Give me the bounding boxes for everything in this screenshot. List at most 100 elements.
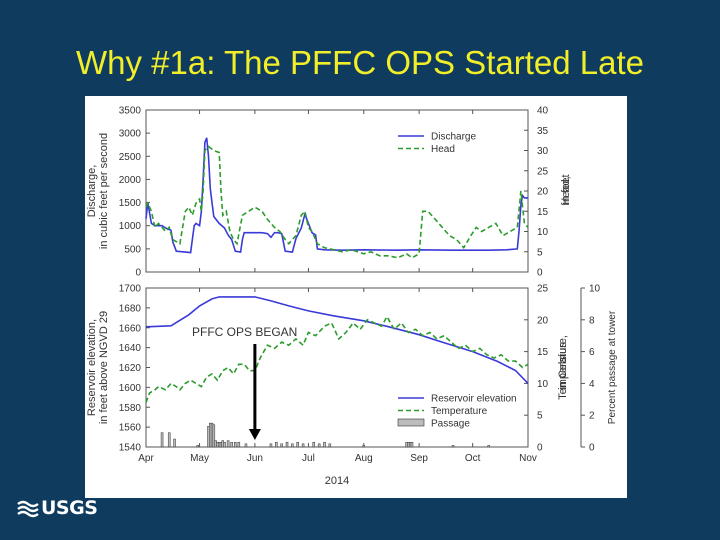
y-tick-label-left: 2500 [119, 152, 142, 163]
legend-label: Temperature [431, 406, 488, 417]
y-tick-label-right: 25 [537, 284, 549, 295]
passage-bar [285, 441, 289, 448]
passage-bar [323, 441, 326, 448]
y-tick-label-right: 20 [537, 315, 549, 326]
series-line-discharge [145, 137, 528, 254]
passage-bar [451, 445, 455, 448]
series-line-reservoir-elevation [145, 296, 529, 384]
passage-bar [269, 443, 273, 448]
y-tick-label-left: 1620 [119, 363, 142, 374]
chart-panel: 0 500 1000 1500 2000 2500 3000 3500 0 5 10 15 20 25 30… [85, 96, 627, 498]
y-tick-label-left: 3000 [119, 129, 142, 140]
slide-title: Why #1a: The PFFC OPS Started Late [76, 44, 644, 81]
y-tick-label-right2: 4 [589, 379, 595, 390]
usgs-logo: USGS [17, 497, 98, 519]
passage-bar [317, 443, 321, 448]
chart-svg: 0500100015002000250030003500051015202530… [86, 106, 618, 488]
y-tick-label-right: 5 [537, 411, 543, 422]
logo-text: USGS [41, 497, 98, 519]
y-axis-label-right: Temperature, in Celsius [557, 335, 569, 400]
y-tick-label-right: 5 [537, 247, 543, 258]
passage-bar [280, 443, 283, 448]
y-tick-label-right: 30 [537, 146, 549, 157]
y-tick-label-right2: 10 [589, 284, 601, 295]
passage-bar [167, 432, 171, 448]
series-line-temperature [145, 314, 529, 403]
x-tick-label: May [190, 453, 209, 464]
y-tick-label-left: 2000 [119, 175, 142, 186]
passage-bar [312, 441, 316, 448]
y-tick-label-left: 500 [124, 244, 141, 255]
passage-bar [275, 441, 278, 448]
passage-bar [291, 443, 294, 448]
y-tick-label-left: 1580 [119, 403, 142, 414]
legend-swatch [397, 418, 425, 427]
y-tick-label-right: 0 [537, 268, 543, 279]
y-axis-label-line: Head, [560, 176, 572, 205]
passage-bar [173, 438, 176, 448]
y-axis-label-line: in feet [560, 174, 572, 207]
plot-frame-1 [145, 287, 529, 448]
passage-bar [223, 441, 226, 448]
y-axis-label-left: Discharge,in cubic feet per second [86, 133, 110, 249]
usgs-wave-icon [17, 500, 39, 517]
passage-bar [410, 441, 414, 448]
x-tick-label: Aug [355, 453, 373, 464]
y-tick-label-right: 25 [537, 166, 549, 177]
legend-label: Passage [431, 419, 470, 430]
x-tick-label: Sep [410, 453, 428, 464]
x-tick-label: Jul [302, 453, 315, 464]
passage-bar [234, 441, 237, 448]
passage-bar [244, 443, 248, 448]
y-tick-label-left: 1640 [119, 343, 142, 354]
y-tick-label-right: 15 [537, 347, 549, 358]
y-axis-label-line: Discharge, [86, 165, 98, 218]
y-tick-label-right: 40 [537, 106, 549, 117]
y-axis-label-line: Reservoir elevation, [86, 319, 98, 416]
annotation-text: PFFC OPS BEGAN [192, 325, 297, 339]
y-tick-label-left: 1680 [119, 303, 142, 314]
y-tick-label-right: 15 [537, 207, 549, 218]
y-tick-label-right2: 0 [589, 443, 595, 454]
passage-bar [160, 432, 164, 448]
x-tick-label: Apr [138, 453, 154, 464]
y-axis-label-line: in Celsius [557, 342, 569, 393]
passage-bar [230, 441, 233, 448]
y-tick-label-right2: 2 [589, 411, 595, 422]
y-tick-label-right: 0 [537, 443, 543, 454]
y-tick-label-right2: 6 [589, 347, 595, 358]
y-tick-label-left: 1000 [119, 221, 142, 232]
passage-bar [212, 424, 216, 448]
y-axis-label-line: Temperature, [557, 335, 569, 400]
x-tick-label: Jun [247, 453, 263, 464]
legend-label: Reservoir elevation [431, 394, 517, 405]
annotation-arrowhead [248, 429, 261, 440]
x-tick-label: Nov [519, 453, 537, 464]
y-tick-label-left: 1560 [119, 423, 142, 434]
y-tick-label-left: 3500 [119, 106, 142, 117]
passage-bar [487, 445, 490, 448]
passage-bar [301, 443, 305, 448]
legend-label: Head [431, 144, 455, 155]
y-axis-label-right2: Percent passage at tower [607, 310, 618, 424]
y-tick-label-right: 20 [537, 187, 549, 198]
y-tick-label-right: 10 [537, 379, 549, 390]
y-axis-label-line: in feet above NGVD 29 [98, 311, 110, 424]
legend-label: Discharge [431, 132, 476, 143]
x-tick-label: Oct [465, 453, 481, 464]
y-tick-label-left: 1540 [119, 443, 142, 454]
y-axis-label-line: in cubic feet per second [98, 133, 110, 249]
series-line-head [145, 145, 529, 259]
y-tick-label-left: 1660 [119, 323, 142, 334]
y-tick-label-left: 0 [135, 268, 141, 279]
passage-bar [362, 445, 366, 448]
passage-bar [328, 443, 332, 448]
y-tick-label-right: 35 [537, 126, 549, 137]
y-tick-label-left: 1700 [119, 284, 142, 295]
passage-bar [226, 440, 230, 448]
y-tick-label-right: 10 [537, 227, 549, 238]
passage-bar [237, 441, 241, 448]
x-axis-label: 2014 [325, 475, 349, 487]
y-tick-label-left: 1500 [119, 198, 142, 209]
passage-bar [296, 441, 299, 448]
